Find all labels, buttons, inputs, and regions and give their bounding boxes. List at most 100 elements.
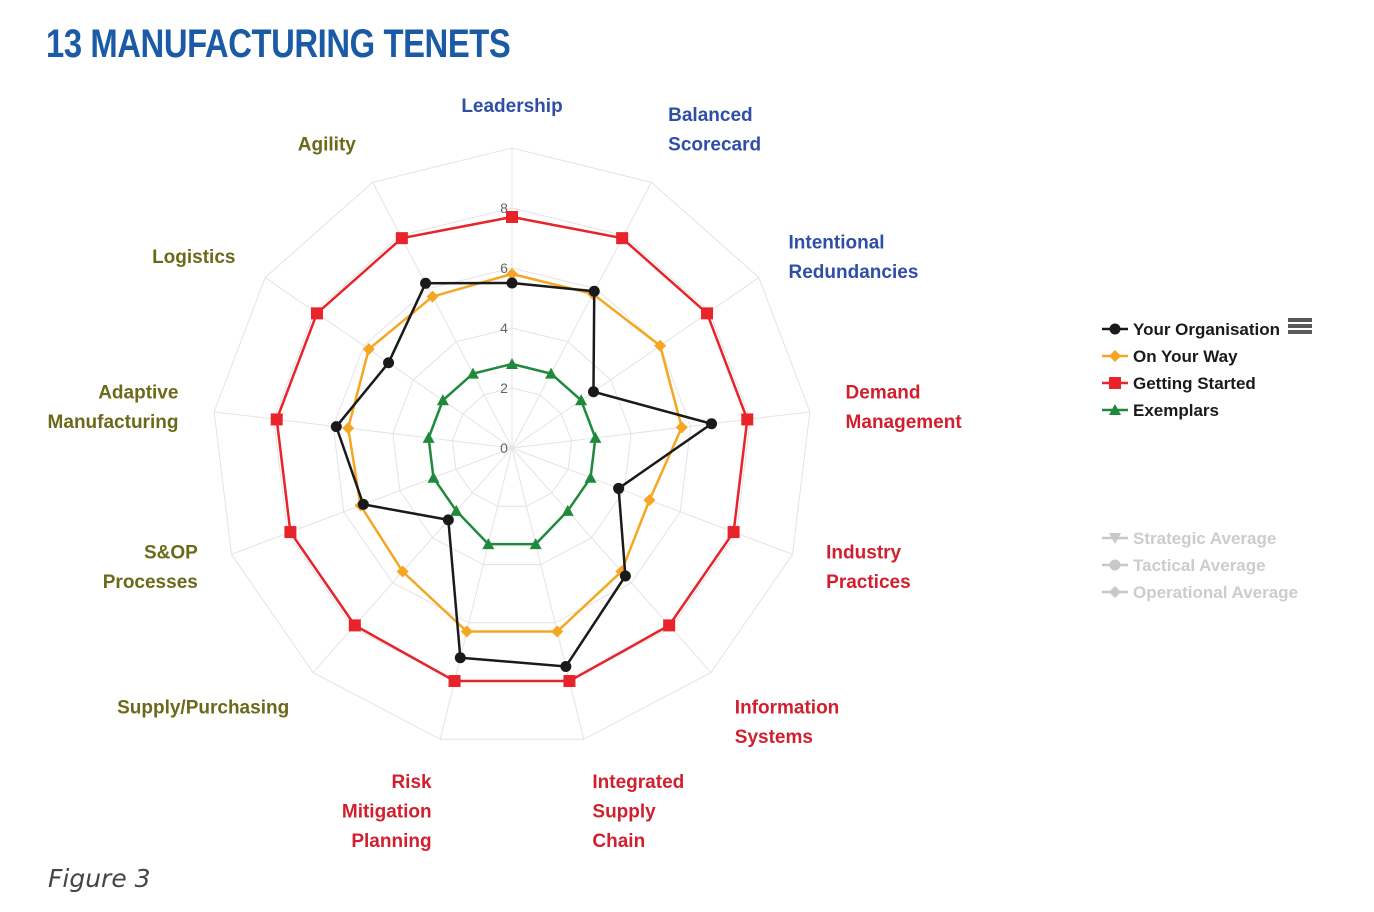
axis-label: Integrated [592,772,684,793]
legend-label: Getting Started [1133,374,1256,393]
data-point [506,277,518,289]
data-point [584,471,597,483]
data-point [383,357,395,369]
data-point [563,675,576,688]
legend-item: Getting Started [1102,374,1256,393]
series-on-your-way [342,268,688,638]
axis-label: Planning [351,831,431,852]
grid-spoke [312,447,513,673]
grid-spoke [511,277,760,449]
axis-label: Demand [846,383,921,404]
radar-chart: 0 2 4 6 8 Leadership Balanced Scorecard Intenti… [48,96,1312,852]
axis-label: Industry [826,542,901,563]
data-point [482,538,495,550]
grid-ring [332,267,692,624]
data-point [589,431,602,443]
data-point [436,394,449,406]
data-point [270,413,283,426]
data-point [706,418,718,430]
axis-label: Scorecard [668,134,761,155]
data-point [701,307,714,320]
data-point [466,367,479,379]
data-point [587,386,599,398]
legend-item-hidden: Strategic Average [1102,529,1276,548]
grid-spoke [511,447,585,740]
axis-label: Adaptive [98,383,178,404]
legend-label: Your Organisation [1133,320,1280,339]
axis-label: Agility [298,134,356,155]
axis-label: Supply/Purchasing [117,697,289,718]
data-point [420,277,432,289]
data-point [310,307,323,320]
page-title: 13 MANUFACTURING TENETS [46,22,511,66]
data-point [1109,377,1121,389]
data-point [654,339,667,352]
data-point [1109,350,1121,362]
data-point [330,421,342,433]
figure-caption: Figure 3 [48,864,151,893]
series-line [275,215,749,683]
menu-icon-bar [1288,324,1312,328]
data-point [396,565,409,578]
menu-icon-bar [1288,330,1312,334]
data-point [448,675,461,688]
tick-label: 2 [500,380,508,396]
data-point [506,268,518,280]
data-point [529,538,542,550]
data-point [1109,404,1121,415]
menu-icon[interactable] [1288,318,1312,334]
legend-label: Strategic Average [1133,529,1276,548]
data-point [362,343,375,356]
data-point [727,526,740,539]
grid-spoke [231,447,513,555]
data-point [284,526,297,539]
data-point [395,232,408,245]
data-point [450,504,463,516]
data-point [643,494,656,507]
axis-label: Intentional [789,232,885,253]
axis-label: Redundancies [789,262,919,283]
legend-item: Exemplars [1102,401,1219,420]
grid-spoke [214,411,513,449]
axis-label: Chain [592,831,645,852]
radar-series [270,211,754,688]
data-point [741,413,754,426]
data-point [426,290,439,303]
data-point [1109,533,1121,544]
data-point [427,471,440,483]
data-point [422,431,435,443]
data-point [454,652,466,664]
data-point [663,619,676,632]
data-point [675,421,688,434]
axis-label: Management [846,412,963,433]
legend-item: Your Organisation [1102,320,1280,339]
data-point [545,367,558,379]
data-point [551,625,564,638]
axis-label: Supply [592,802,656,823]
data-point [357,498,369,510]
axis-label: Practices [826,572,911,593]
legend-item-hidden: Operational Average [1102,583,1298,602]
legend-label: Operational Average [1133,583,1298,602]
axis-label: Mitigation [342,802,432,823]
axis-labels: Leadership Balanced Scorecard Intentional Re… [48,96,963,852]
menu-icon-bar [1288,318,1312,322]
series-your-organisation [330,277,718,672]
grid-spoke [511,411,810,449]
data-point [575,394,588,406]
data-point [561,504,574,516]
data-point [342,422,355,435]
legend-label: On Your Way [1133,347,1238,366]
series-exemplars [422,358,602,550]
axis-label: S&OP [144,542,198,563]
series-getting-started [270,211,754,688]
data-point [619,570,631,582]
data-point [348,619,361,632]
grid-spoke [511,182,652,449]
tick-label: 6 [500,260,508,276]
data-point [1109,586,1121,598]
grid-ring [213,147,811,740]
data-point [460,625,473,638]
legend: Your Organisation On Your Way Getting Star… [1102,318,1312,602]
axis-label: Systems [735,727,813,748]
